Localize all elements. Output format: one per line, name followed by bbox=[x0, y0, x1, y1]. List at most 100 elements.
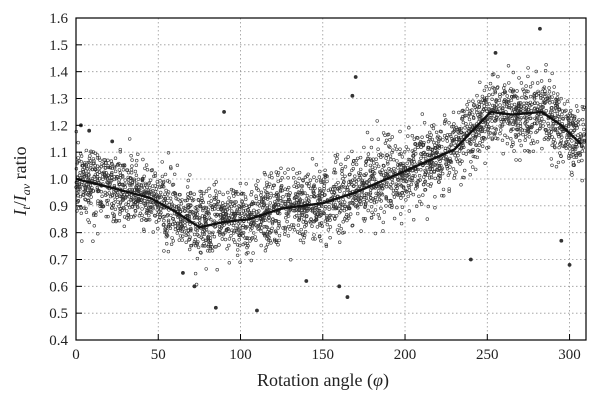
scatter-point bbox=[364, 192, 369, 196]
y-tick-label: 1.1 bbox=[49, 145, 68, 161]
scatter-point bbox=[447, 187, 451, 191]
scatter-point bbox=[374, 191, 378, 196]
scatter-point bbox=[153, 184, 157, 188]
scatter-point bbox=[561, 117, 566, 121]
scatter-point bbox=[354, 198, 358, 203]
scatter-point bbox=[555, 98, 560, 102]
scatter-point bbox=[341, 231, 345, 235]
scatter-point bbox=[181, 218, 185, 222]
scatter-point bbox=[423, 172, 427, 176]
scatter-point bbox=[413, 147, 417, 152]
scatter-point bbox=[324, 244, 329, 249]
scatter-point bbox=[485, 109, 489, 113]
scatter-point bbox=[381, 153, 385, 158]
scatter-point bbox=[252, 208, 256, 213]
scatter-point bbox=[244, 225, 249, 229]
scatter-point bbox=[517, 101, 521, 105]
scatter-point bbox=[136, 152, 140, 157]
scatter-point bbox=[365, 180, 369, 185]
scatter-point bbox=[110, 162, 114, 167]
scatter-point bbox=[384, 169, 388, 174]
scatter-point bbox=[432, 170, 436, 174]
scatter-point bbox=[259, 220, 264, 224]
scatter-point bbox=[142, 174, 146, 179]
scatter-point bbox=[188, 173, 192, 177]
scatter-point bbox=[437, 164, 441, 168]
scatter-point bbox=[538, 120, 543, 124]
scatter-point bbox=[283, 171, 287, 175]
scatter-point bbox=[229, 187, 234, 192]
scatter-point bbox=[283, 199, 287, 204]
scatter-point bbox=[158, 185, 162, 189]
scatter-point bbox=[460, 146, 464, 150]
scatter-point bbox=[376, 137, 380, 141]
scatter-point bbox=[89, 166, 93, 170]
scatter-point bbox=[91, 157, 96, 161]
scatter-point bbox=[243, 236, 247, 240]
scatter-point bbox=[507, 81, 511, 85]
scatter-point bbox=[454, 125, 459, 130]
outlier-point bbox=[87, 128, 92, 133]
scatter-point bbox=[82, 161, 87, 165]
scatter-point bbox=[412, 137, 416, 141]
scatter-point bbox=[539, 114, 543, 119]
scatter-point bbox=[372, 161, 376, 165]
scatter-point bbox=[416, 136, 420, 140]
scatter-point bbox=[163, 227, 167, 231]
outlier-point bbox=[222, 110, 226, 114]
y-tick-label: 0.7 bbox=[49, 253, 68, 269]
scatter-point bbox=[297, 170, 302, 175]
scatter-point bbox=[395, 159, 399, 163]
scatter-point bbox=[553, 103, 558, 108]
scatter-point bbox=[148, 218, 152, 222]
scatter-point bbox=[165, 229, 169, 233]
scatter-point bbox=[471, 115, 476, 120]
scatter-point bbox=[166, 249, 171, 254]
scatter-point bbox=[100, 162, 104, 166]
scatter-point bbox=[476, 113, 480, 117]
scatter-point bbox=[305, 194, 310, 198]
scatter-point bbox=[277, 233, 282, 238]
scatter-point bbox=[421, 182, 426, 187]
scatter-point bbox=[472, 123, 476, 128]
scatter-point bbox=[281, 195, 285, 199]
scatter-point bbox=[223, 237, 228, 242]
scatter-point bbox=[295, 192, 299, 196]
scatter-point bbox=[227, 243, 231, 248]
scatter-point bbox=[257, 209, 261, 213]
scatter-point bbox=[548, 134, 552, 138]
scatter-point bbox=[484, 96, 489, 100]
scatter-point bbox=[351, 201, 356, 206]
scatter-point bbox=[323, 219, 328, 223]
scatter-point bbox=[548, 110, 553, 114]
scatter-point bbox=[438, 159, 442, 163]
scatter-point bbox=[440, 166, 445, 171]
scatter-point bbox=[511, 140, 515, 145]
scatter-point bbox=[142, 229, 146, 234]
scatter-point bbox=[384, 204, 388, 208]
scatter-point bbox=[391, 192, 395, 196]
outlier-point bbox=[538, 26, 542, 31]
scatter-point bbox=[351, 162, 355, 166]
scatter-point bbox=[404, 189, 409, 194]
scatter-point bbox=[214, 196, 218, 200]
scatter-point bbox=[374, 200, 379, 204]
scatter-point bbox=[78, 152, 83, 156]
scatter-point bbox=[83, 198, 88, 202]
scatter-point bbox=[492, 86, 496, 91]
scatter-point bbox=[377, 185, 381, 189]
scatter-point bbox=[300, 233, 305, 237]
scatter-point bbox=[85, 167, 90, 171]
scatter-point bbox=[123, 196, 128, 200]
scatter-point bbox=[408, 158, 412, 162]
scatter-point bbox=[419, 140, 423, 144]
scatter-point bbox=[299, 227, 303, 232]
scatter-point bbox=[343, 165, 348, 169]
scatter-point bbox=[249, 222, 253, 227]
scatter-point bbox=[468, 122, 473, 126]
scatter-point bbox=[310, 224, 314, 228]
scatter-point bbox=[237, 238, 241, 242]
scatter-point bbox=[517, 76, 521, 80]
scatter-point bbox=[106, 173, 111, 178]
scatter-point bbox=[456, 130, 460, 134]
